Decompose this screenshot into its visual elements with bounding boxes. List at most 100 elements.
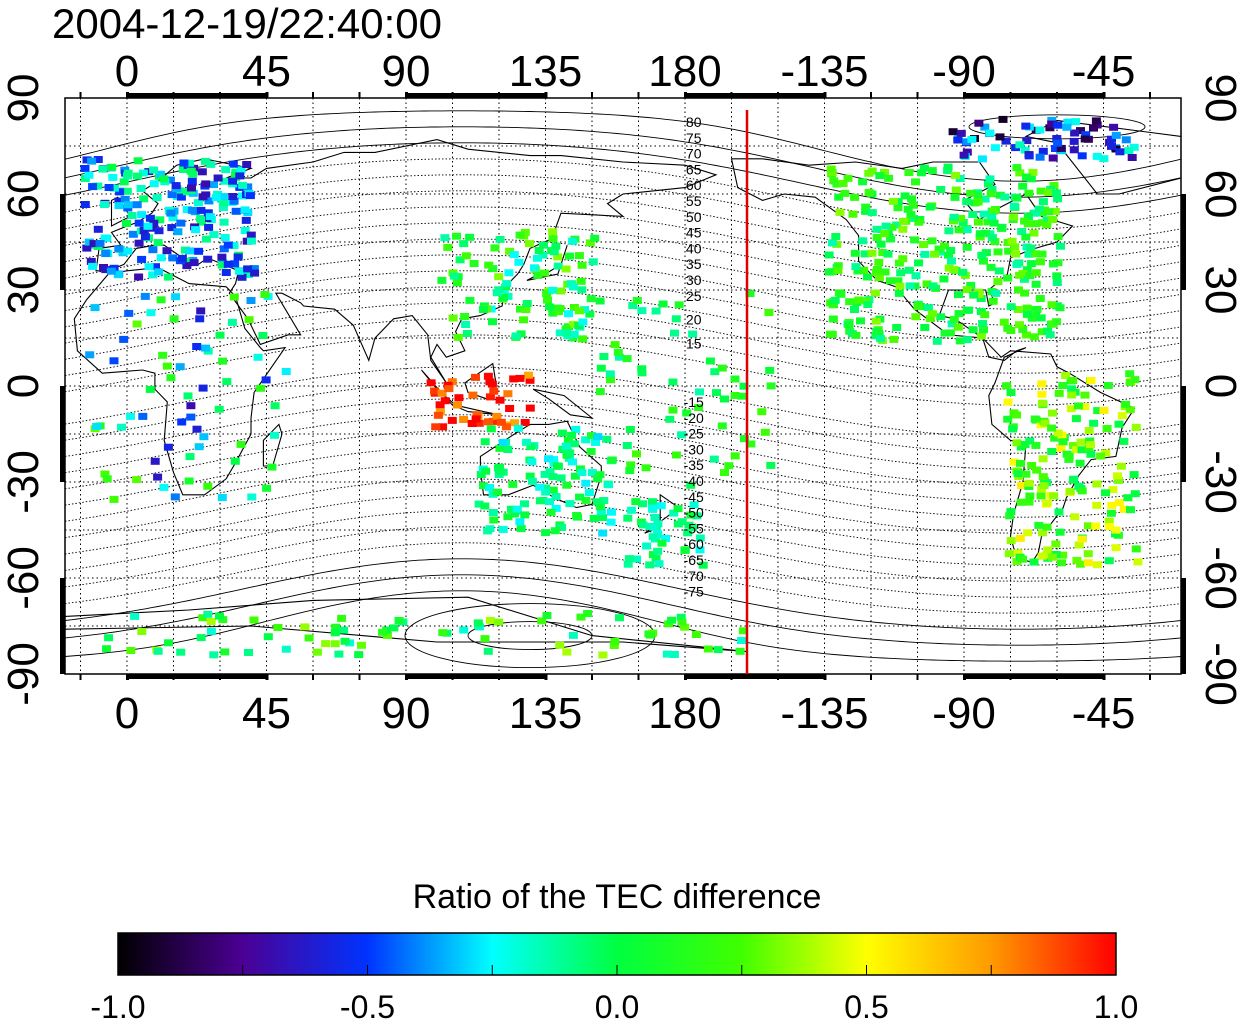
tec-cell [850,193,860,201]
tec-cell [864,169,874,177]
tec-cell [93,156,103,163]
tec-cell [1042,499,1052,507]
tec-cell [569,304,579,311]
tec-cell [569,440,579,448]
tec-cell [1047,301,1057,309]
tec-cell [975,230,985,238]
tec-cell [474,500,484,508]
tec-cell [1047,116,1057,124]
tec-cell [555,329,565,337]
tec-cell [109,184,119,192]
tec-cell [1084,522,1093,530]
tec-cell [1125,406,1135,414]
tec-cell [944,251,954,259]
tec-cell [1047,424,1057,432]
tec-cell [527,477,537,485]
tec-cell [1119,505,1129,513]
tec-cell [1025,492,1035,500]
tec-cell [1022,137,1032,145]
tec-cell [1023,529,1033,537]
tec-cell [1042,216,1052,224]
tec-cell [238,181,248,189]
tec-cell [904,169,914,176]
tec-cell [196,307,206,315]
tec-cell [1064,452,1074,460]
tec-cell [562,648,572,656]
tec-cell [1012,194,1022,202]
tec-cell [520,419,530,426]
tec-cell [167,224,177,232]
tec-cell [354,651,364,659]
tec-cell [1012,164,1022,172]
tec-cell [1024,152,1034,160]
tec-cell [828,301,838,309]
tec-cell [389,624,399,632]
tec-cell [953,323,963,331]
tec-cell [1022,310,1032,318]
tec-cell [577,469,587,477]
tec-cell [861,203,871,211]
tec-cell [683,529,693,537]
tec-cell [1039,482,1049,490]
tec-cell [599,497,609,504]
tec-cell [1077,152,1087,160]
tec-cell [474,419,484,427]
tec-cell [1022,304,1032,312]
tec-cell [605,370,615,378]
tec-cell [1049,492,1059,500]
tec-cell [959,151,969,159]
tec-cell [1099,407,1109,414]
tec-cell [920,324,930,331]
tec-cell [171,293,181,301]
tec-cell [505,405,515,412]
tec-cell [628,302,638,309]
tec-cell [928,282,938,290]
tec-cell [1129,471,1139,479]
tec-cell [186,413,196,421]
tec-cell [997,224,1007,232]
tec-cell [548,486,558,494]
tec-cell [1108,486,1118,494]
tec-cell [745,290,755,298]
tec-cell [1092,501,1102,509]
tec-cell [1012,558,1022,566]
tec-cell [1003,415,1013,423]
tec-cell [1072,446,1082,454]
tec-cell [638,500,648,508]
tec-cell [101,266,111,274]
tec-cell [184,477,194,485]
tec-cell [140,233,150,241]
tec-cell [211,194,221,201]
bottom-longitude-axis: 0 45 90 135 180 -135 -90 -45 [79,674,1151,738]
tec-cell [158,351,168,359]
tec-cell [201,235,211,243]
tec-cell [920,250,930,258]
tec-cell [544,455,553,463]
tec-cell [431,423,441,431]
right-lat-tick-label: 0 [1196,374,1240,398]
tec-cell [995,133,1005,141]
tec-cell [587,469,597,477]
tec-cell [270,431,279,439]
tec-cell [250,269,260,277]
tec-cell [492,289,502,297]
tec-cell [626,506,636,514]
tec-cell [166,209,176,217]
tec-cell [861,297,871,305]
tec-cell [1131,545,1141,553]
tec-cell [133,157,143,165]
tec-cell [872,328,882,336]
tec-cell [1035,153,1045,161]
tec-cell [1104,557,1114,565]
tec-cell [670,329,679,337]
tec-cell [954,291,963,299]
tec-cell [426,379,436,387]
bottom-tick [916,674,919,680]
tec-cell [1056,444,1066,452]
tec-cell [87,157,97,165]
tec-cell [845,298,855,306]
magnetic-contour [65,206,1181,278]
tec-cell [695,388,704,396]
tec-cell [176,219,186,227]
tec-cell [720,395,729,403]
